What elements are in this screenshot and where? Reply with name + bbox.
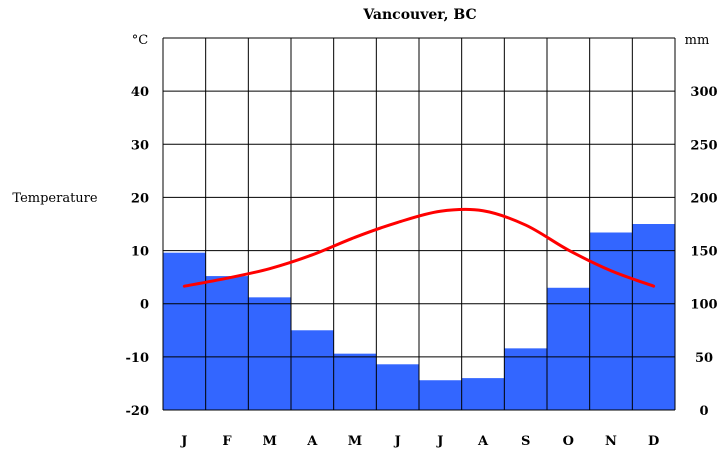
precip-bar bbox=[419, 380, 462, 410]
left-tick-label: 30 bbox=[131, 138, 149, 153]
month-label: J bbox=[394, 434, 401, 449]
precip-bar bbox=[461, 378, 505, 410]
precip-bar bbox=[547, 287, 590, 410]
right-tick-label: 200 bbox=[690, 191, 717, 206]
right-tick-label: 0 bbox=[699, 404, 708, 419]
left-axis-label: Temperature bbox=[12, 191, 97, 206]
precip-bar bbox=[632, 224, 675, 410]
right-tick-label: 100 bbox=[690, 298, 717, 313]
left-axis-ticks: -20 -10 0 10 20 30 40 bbox=[126, 85, 150, 419]
month-label: F bbox=[222, 434, 232, 449]
left-axis-unit: °C bbox=[132, 33, 149, 48]
left-tick-label: -20 bbox=[126, 404, 150, 419]
precip-bar bbox=[589, 232, 633, 410]
left-tick-label: 0 bbox=[140, 298, 149, 313]
left-tick-label: -10 bbox=[126, 351, 150, 366]
temperature-curve bbox=[182, 207, 656, 288]
temperature-line bbox=[182, 207, 656, 288]
month-label: M bbox=[348, 434, 362, 449]
month-label: J bbox=[436, 434, 443, 449]
month-label: D bbox=[648, 434, 659, 449]
left-tick-label: 40 bbox=[131, 85, 149, 100]
precipitation-bars bbox=[163, 224, 675, 410]
precip-bar bbox=[163, 252, 206, 410]
right-tick-label: 150 bbox=[690, 245, 717, 260]
precip-bar bbox=[291, 330, 334, 410]
right-tick-label: 50 bbox=[695, 351, 713, 366]
precip-bar bbox=[376, 364, 419, 410]
right-axis-ticks: 0 50 100 150 200 250 300 bbox=[690, 85, 717, 419]
month-label: N bbox=[605, 434, 617, 449]
right-tick-label: 300 bbox=[690, 85, 717, 100]
precip-bar bbox=[248, 297, 291, 410]
month-label: A bbox=[306, 434, 318, 449]
precip-bar bbox=[504, 348, 547, 410]
precip-bar bbox=[205, 276, 249, 410]
month-label: A bbox=[477, 434, 489, 449]
month-label: M bbox=[262, 434, 276, 449]
precip-bar bbox=[333, 353, 377, 410]
month-label: S bbox=[521, 434, 530, 449]
left-tick-label: 10 bbox=[131, 245, 149, 260]
month-label: J bbox=[180, 434, 187, 449]
right-axis-unit: mm bbox=[685, 33, 710, 48]
left-tick-label: 20 bbox=[131, 191, 149, 206]
chart-title: Vancouver, BC bbox=[362, 7, 476, 23]
right-tick-label: 250 bbox=[690, 138, 717, 153]
month-label: O bbox=[563, 434, 574, 449]
grid-lines bbox=[162, 37, 676, 411]
